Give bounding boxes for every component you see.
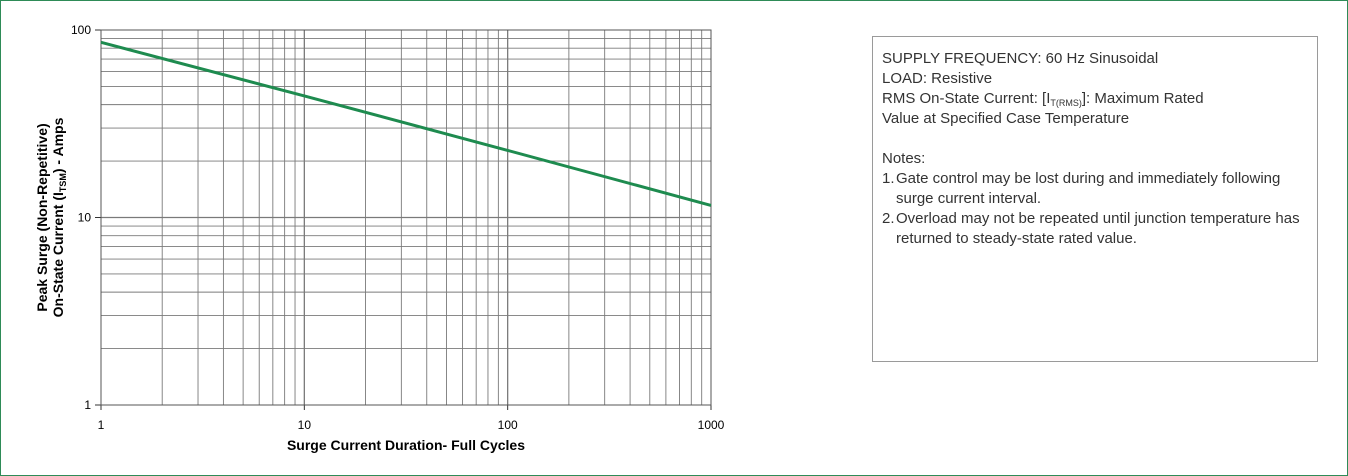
x-tick-label: 10 xyxy=(298,418,312,432)
plot-area-border xyxy=(100,29,712,406)
y-tick-labels: 1 10 100 xyxy=(71,23,91,412)
y-tick-label: 10 xyxy=(78,211,92,225)
rms-current-text-line2: Value at Specified Case Temperature xyxy=(882,110,1130,127)
x-axis-title: Surge Current Duration- Full Cycles xyxy=(287,437,525,453)
note-item: 2. Overload may not be repeated until ju… xyxy=(882,209,1307,249)
grid xyxy=(95,29,712,410)
y-axis-title-line2: On-State Current (ITSM) - Amps xyxy=(50,117,68,317)
notes-title: Notes: xyxy=(882,150,926,167)
note-item: 1. Gate control may be lost during and i… xyxy=(882,169,1307,209)
conditions-box: SUPPLY FREQUENCY: 60 Hz Sinusoidal LOAD:… xyxy=(872,36,1318,362)
rms-current-text: RMS On-State Current: [IT(RMS)]: Maximum… xyxy=(882,89,1307,109)
x-tick-label: 100 xyxy=(498,418,518,432)
y-axis-title-line1: Peak Surge (Non-Repetitive) xyxy=(34,123,50,311)
x-tick-label: 1 xyxy=(98,418,105,432)
rms-current-subscript: T(RMS) xyxy=(1050,98,1082,108)
y-tick-label: 1 xyxy=(84,398,91,412)
note-number: 1. xyxy=(882,170,895,187)
x-tick-label: 1000 xyxy=(698,418,725,432)
series-layer xyxy=(100,40,712,207)
note-text: Overload may not be repeated until junct… xyxy=(896,210,1300,247)
y-tick-label: 100 xyxy=(71,23,91,37)
x-tick-labels: 1 10 100 1000 xyxy=(98,418,725,432)
series-line xyxy=(100,40,712,207)
y-axis-title-prefix: On-State Current (I xyxy=(50,192,66,317)
rms-current-suffix: ]: Maximum Rated xyxy=(1081,90,1204,107)
y-axis-title-subscript: TSM xyxy=(58,173,68,192)
note-text: Gate control may be lost during and imme… xyxy=(896,170,1281,207)
rms-current-prefix: RMS On-State Current: [I xyxy=(882,90,1051,107)
y-axis-title-suffix: ) - Amps xyxy=(50,117,66,173)
y-axis-title: Peak Surge (Non-Repetitive) On-State Cur… xyxy=(34,117,68,317)
supply-frequency-text: SUPPLY FREQUENCY: 60 Hz Sinusoidal xyxy=(882,50,1159,67)
note-number: 2. xyxy=(882,210,895,227)
load-text: LOAD: Resistive xyxy=(882,70,993,87)
